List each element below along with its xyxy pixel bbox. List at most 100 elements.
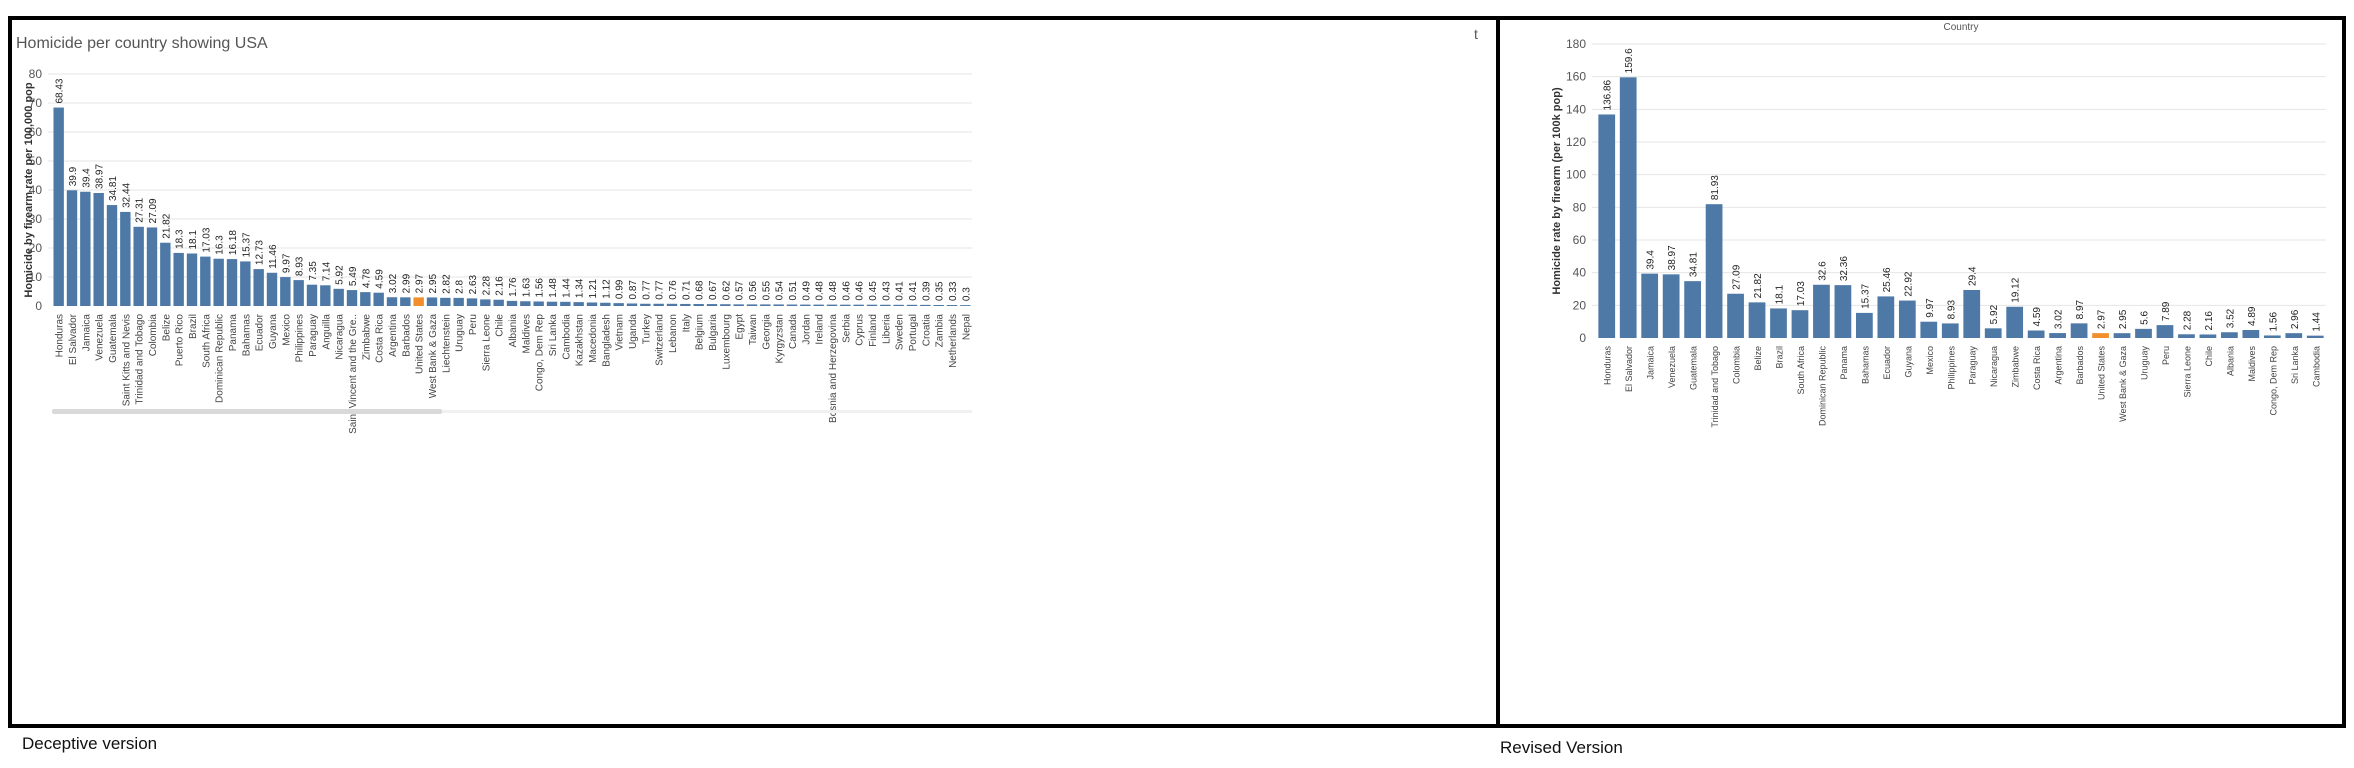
data-label: 1.63 <box>521 277 532 297</box>
bar <box>80 191 91 306</box>
data-label: 1.56 <box>2268 312 2279 332</box>
y-tick-label: 0 <box>35 299 42 313</box>
data-label: 4.59 <box>2032 307 2043 327</box>
data-label: 25.46 <box>1882 267 1893 292</box>
data-label: 2.16 <box>2204 311 2215 331</box>
data-label: 2.28 <box>481 275 492 295</box>
data-label: 8.97 <box>2075 299 2086 319</box>
data-label: 0.62 <box>721 280 732 300</box>
category-label: Albania <box>2225 346 2235 376</box>
category-label: Zimbabwe <box>361 314 372 361</box>
category-label: Macedonia <box>588 314 599 363</box>
category-label: Argentina <box>388 314 399 357</box>
category-label: Panama <box>228 314 239 352</box>
bar <box>1941 323 1959 338</box>
y-tick-label: 160 <box>1566 70 1586 84</box>
data-label: 18.1 <box>188 230 199 250</box>
bar <box>373 292 384 306</box>
category-label: Mexico <box>1925 346 1935 375</box>
bar <box>600 302 611 306</box>
revised-chart-panel: Country 0 20 40 60 80 100 120 140 160 180 Homicide … <box>1496 16 2346 728</box>
bar <box>573 302 584 306</box>
category-label: Puerto Rico <box>175 314 186 367</box>
category-label: Sweden <box>895 314 906 350</box>
scrollbar-track[interactable] <box>52 410 972 413</box>
data-label: 29.4 <box>1968 266 1979 286</box>
category-label: El Salvador <box>1624 346 1634 392</box>
data-label: 0.43 <box>881 281 892 301</box>
data-label: 2.97 <box>415 273 426 293</box>
bar <box>1963 289 1981 338</box>
category-label: Bosnia and Herzegovina <box>828 314 839 423</box>
data-label: 18.1 <box>1775 285 1786 305</box>
data-label: 1.48 <box>548 278 559 298</box>
bar <box>346 290 358 306</box>
bar <box>746 304 758 306</box>
data-label: 4.59 <box>375 269 386 289</box>
category-label: Brazil <box>1775 346 1785 369</box>
data-label: 34.81 <box>1689 252 1700 277</box>
data-label: 1.34 <box>575 278 586 298</box>
bar <box>786 304 798 306</box>
category-label: Sierra Leone <box>2182 346 2192 398</box>
bar <box>826 304 838 306</box>
data-label: 5.49 <box>348 266 359 286</box>
bar <box>426 297 438 306</box>
y-tick-label: 120 <box>1566 135 1586 149</box>
data-label: 7.14 <box>321 261 332 281</box>
data-label: 32.44 <box>121 182 132 207</box>
y-tick-label: 50 <box>29 154 43 168</box>
scrollbar-thumb[interactable] <box>52 409 442 414</box>
data-label: 81.93 <box>1710 175 1721 200</box>
category-label: Bulgaria <box>708 314 719 351</box>
category-label: Jamaica <box>81 314 92 352</box>
bar <box>680 303 691 306</box>
data-label: 21.82 <box>161 213 172 238</box>
category-label: Ecuador <box>1882 346 1892 380</box>
category-label: Saint Kitts and Nevis <box>121 314 132 406</box>
y-axis-label: Homicide by firearm rate per 100,000 pop <box>23 82 35 297</box>
bar <box>760 304 771 306</box>
data-label: 39.9 <box>68 166 79 186</box>
category-label: United States <box>415 314 426 374</box>
bar <box>2156 325 2174 338</box>
bar <box>853 304 864 306</box>
bar <box>546 301 558 306</box>
data-label: 136.86 <box>1603 79 1614 110</box>
data-label: 34.81 <box>108 176 119 201</box>
category-label: Lebanon <box>668 314 679 353</box>
y-tick-label: 80 <box>1573 200 1587 214</box>
data-label: 1.44 <box>2311 312 2322 332</box>
data-label: 1.12 <box>601 279 612 299</box>
category-label: Philippines <box>1946 346 1956 390</box>
y-tick-label: 20 <box>1573 298 1587 312</box>
bar <box>946 305 958 306</box>
bar <box>106 205 118 306</box>
y-tick-label: 40 <box>1573 266 1587 280</box>
category-label: Honduras <box>1603 346 1613 386</box>
data-label: 2.99 <box>401 273 412 293</box>
bar <box>2006 306 2024 338</box>
category-label: Luxembourg <box>721 314 732 370</box>
category-label: Uganda <box>628 314 639 349</box>
bar <box>893 304 904 306</box>
category-label: Guatemala <box>108 314 119 363</box>
data-label: 2.63 <box>468 274 479 294</box>
category-label: El Salvador <box>68 313 79 365</box>
data-label: 0.35 <box>935 281 946 301</box>
bar <box>173 252 184 306</box>
data-label: 9.97 <box>1925 298 1936 318</box>
category-label: Albania <box>508 314 519 348</box>
category-label: Nicaragua <box>1989 346 1999 387</box>
category-label: Paraguay <box>1968 346 1978 385</box>
category-label: Sierra Leone <box>481 314 492 372</box>
category-label: Sri Lanka <box>2290 346 2300 384</box>
data-label: 39.4 <box>81 168 92 188</box>
category-label: Guatemala <box>1689 346 1699 390</box>
category-label: Jamaica <box>1646 346 1656 380</box>
bar <box>560 301 571 306</box>
category-label: Congo, Dem Rep <box>535 314 546 392</box>
bar <box>360 292 371 306</box>
data-label: 159.6 <box>1624 48 1635 73</box>
y-tick-label: 180 <box>1566 37 1586 51</box>
